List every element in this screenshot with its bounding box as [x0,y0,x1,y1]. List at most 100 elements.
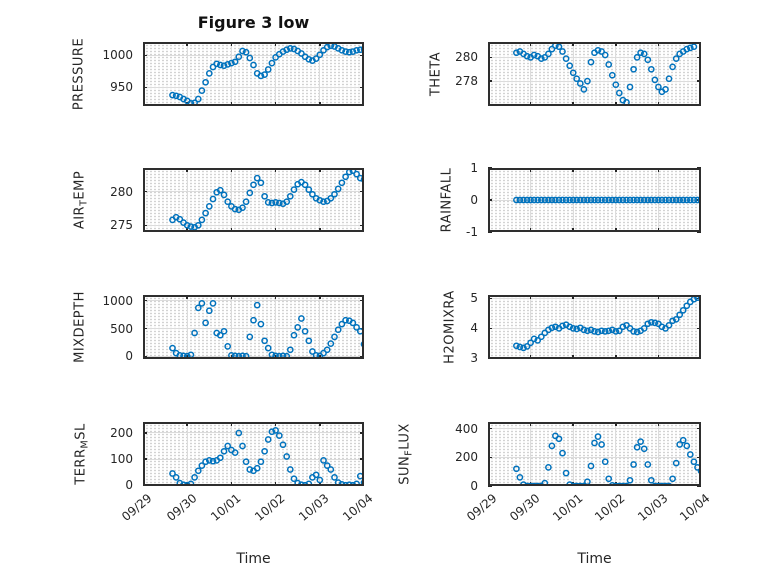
marker [261,71,268,78]
marker [555,435,563,443]
ylabel-text: EMP [72,170,88,200]
major-gridline-y [488,297,701,299]
marker [331,333,338,341]
marker [275,199,283,207]
marker [655,482,662,486]
marker [665,482,673,486]
marker [305,337,313,345]
marker [242,458,250,466]
y-tick-label: 200 [110,425,133,440]
marker [272,199,279,206]
marker [334,185,342,193]
marker [250,61,257,69]
marker [235,53,243,61]
marker [676,196,684,204]
marker [246,189,254,197]
y-tick-label: 1000 [102,293,133,308]
marker [662,482,669,486]
marker [356,472,364,480]
ylabel-terr_msl: TERRMSL [74,423,91,484]
marker [239,47,246,55]
y-tick-label: 100 [110,452,133,467]
marker [209,195,217,203]
marker [615,327,623,335]
x-tick-label: 10/03 [296,491,332,524]
marker [633,328,641,336]
marker [676,441,684,448]
marker [587,326,595,334]
marker [309,190,316,198]
marker [647,318,655,326]
marker [320,457,327,464]
figure-title: Figure 3 low [197,13,310,32]
marker [239,442,246,450]
marker [349,48,357,55]
major-gridline-x [657,42,659,106]
marker [523,196,531,204]
marker [246,466,254,473]
marker [523,52,531,60]
marker [576,80,584,87]
marker [584,327,591,335]
marker [665,196,673,204]
marker [594,328,602,336]
major-gridline-x [319,168,321,232]
marker [591,328,598,335]
ylabel-text: SUN [397,455,413,485]
marker [527,482,534,486]
major-gridline-x [230,422,232,486]
marker [523,482,531,486]
marker [187,223,195,230]
y-tick-label: 950 [110,80,133,95]
marker [541,196,549,204]
marker [250,316,257,324]
marker [615,89,623,97]
marker [316,51,324,59]
marker [338,46,346,54]
ylabel-text: H2OMIXRA [442,290,458,364]
marker [640,445,648,453]
x-axis-title-right: Time [577,551,612,567]
marker [537,55,545,62]
marker [275,432,283,439]
marker [651,319,659,327]
marker [194,221,202,229]
marker [298,315,305,322]
marker [530,51,538,59]
marker [301,327,309,335]
major-gridline-x [319,295,321,359]
marker [261,337,268,345]
marker [216,331,224,339]
major-gridline-y [143,355,364,357]
plot-area-h2omixra [488,295,701,360]
y-tick-mark [143,458,147,460]
x-tick-label: 10/03 [634,491,671,524]
marker [224,343,232,350]
major-gridline-x [186,168,188,232]
marker [334,326,342,334]
y-tick-mark [143,224,147,226]
major-gridline-y [488,56,701,58]
marker [516,343,524,351]
marker [198,462,206,469]
marker [301,181,309,189]
marker [605,61,613,68]
y-tick-mark [488,456,492,459]
x-tick-mark [529,422,532,426]
marker [257,179,265,187]
marker [513,465,520,473]
ylabel-text: PRESSURE [71,37,87,111]
marker [534,482,542,486]
marker [587,58,595,66]
marker [316,476,324,484]
y-tick-mark [143,355,147,358]
data-markers-pressure [169,42,364,106]
marker [194,467,202,475]
marker [672,459,680,467]
marker [686,196,694,204]
marker [516,474,524,481]
x-tick-mark [529,42,532,46]
marker [286,346,294,354]
marker [644,320,652,328]
plot-area-mixdepth [143,295,364,359]
